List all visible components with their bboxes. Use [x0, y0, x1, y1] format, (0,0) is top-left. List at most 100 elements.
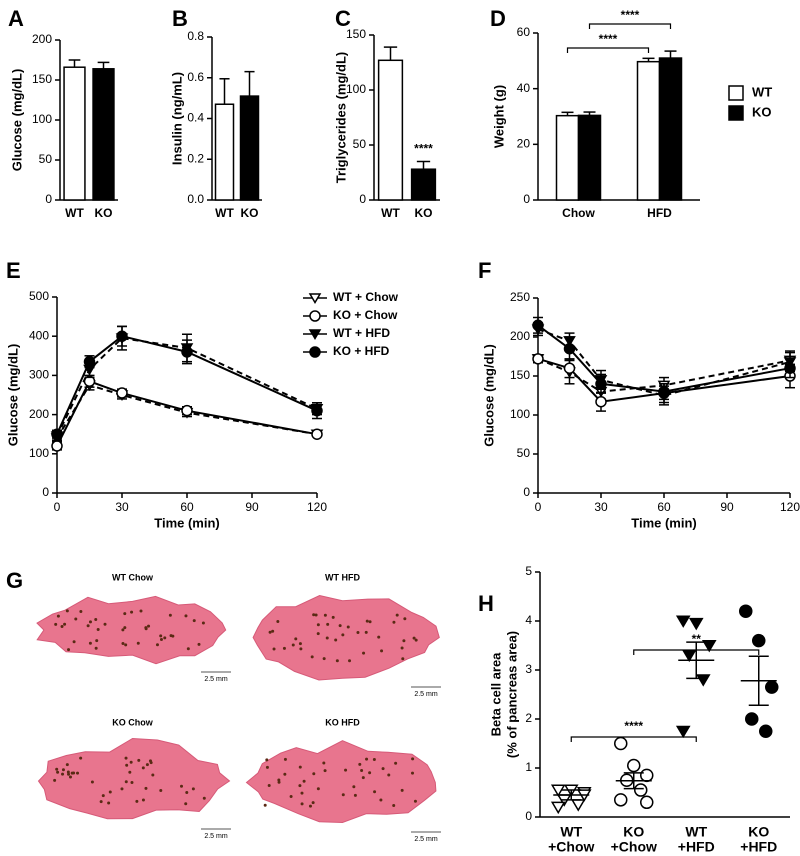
islet-stain — [125, 763, 129, 767]
x-tick-label: 60 — [657, 500, 671, 514]
islet-stain — [148, 759, 152, 763]
islet-stain — [411, 757, 415, 761]
islet-stain — [107, 801, 111, 805]
y-axis-title: Glucose (mg/dL) — [5, 344, 20, 447]
bar — [377, 59, 404, 201]
bar — [239, 95, 260, 201]
islet-stain — [130, 610, 134, 614]
marker — [309, 310, 321, 322]
islet-stain — [124, 643, 128, 647]
scale-label: 2.5 mm — [204, 676, 228, 683]
islet-stain — [335, 659, 339, 663]
image-title: KO HFD — [325, 717, 360, 727]
x-tick-label: 0 — [54, 500, 61, 514]
islet-stain — [403, 617, 407, 621]
islet-stain — [298, 642, 302, 646]
y-tick-label: 0 — [42, 485, 49, 499]
marker — [563, 362, 576, 374]
x-tick-label: KO — [748, 824, 769, 840]
islet-stain — [316, 632, 320, 636]
bar — [214, 103, 235, 201]
islet-stain — [277, 778, 281, 782]
marker — [51, 428, 63, 440]
tissue-section — [245, 740, 437, 824]
marker — [640, 768, 654, 783]
image-title: KO Chow — [112, 717, 153, 727]
islet-stain — [326, 622, 330, 626]
islet-stain — [410, 771, 414, 775]
islet-stain — [267, 784, 271, 788]
islet-stain — [331, 615, 335, 619]
bar — [63, 66, 86, 201]
islet-stain — [263, 803, 267, 807]
islet-stain — [271, 629, 275, 633]
islet-stain — [373, 790, 377, 794]
islet-stain — [361, 776, 365, 780]
marker — [51, 440, 63, 452]
y-axis-title: (% of pancreas area) — [504, 631, 519, 758]
significance-bracket — [588, 23, 672, 29]
islet-stain — [277, 780, 281, 784]
y-tick-label: 50 — [39, 152, 53, 166]
x-tick-label: KO — [623, 824, 644, 840]
islet-stain — [163, 636, 167, 640]
marker — [309, 346, 321, 358]
islet-stain — [159, 789, 163, 793]
marker — [614, 736, 628, 751]
islet-stain — [79, 756, 83, 760]
islet-stain — [99, 800, 103, 804]
islet-stain — [364, 630, 368, 634]
islet-stain — [103, 622, 107, 626]
islet-stain — [56, 614, 60, 618]
tissue-section — [36, 595, 227, 665]
islet-stain — [95, 639, 99, 643]
islet-stain — [168, 613, 172, 617]
legend-swatch — [728, 85, 744, 101]
islet-stain — [283, 772, 287, 776]
marker — [739, 604, 753, 618]
legend-label: KO + HFD — [333, 344, 390, 358]
marker — [759, 724, 773, 738]
y-axis-title: Triglycerides (mg/dL) — [333, 52, 348, 183]
y-tick-label: 200 — [32, 32, 52, 46]
islet-stain — [120, 787, 124, 791]
islet-stain — [197, 642, 201, 646]
islet-stain — [282, 646, 286, 650]
scale-label: 2.5 mm — [414, 691, 438, 698]
islet-stain — [169, 634, 173, 638]
y-tick-label: 400 — [29, 328, 49, 342]
significance-label: **** — [624, 719, 643, 733]
legend-label: KO + Chow — [333, 308, 398, 322]
bar — [410, 168, 437, 201]
significance-label: **** — [599, 32, 618, 46]
marker — [614, 793, 628, 807]
panel-label: D — [490, 6, 506, 31]
marker — [595, 378, 607, 390]
islet-stain — [145, 763, 149, 767]
islet-stain — [179, 784, 183, 788]
islet-stain — [289, 795, 293, 799]
marker — [745, 712, 759, 726]
islet-stain — [302, 779, 306, 783]
islet-stain — [291, 643, 295, 647]
y-tick-label: 60 — [517, 25, 531, 39]
legend-swatch — [728, 105, 744, 121]
islet-stain — [400, 788, 404, 792]
islet-stain — [365, 619, 369, 623]
islet-stain — [348, 659, 352, 663]
islet-stain — [300, 791, 304, 795]
significance-bracket — [633, 649, 760, 655]
islet-stain — [310, 655, 314, 659]
x-tick-label: 90 — [245, 500, 259, 514]
islet-stain — [151, 773, 155, 777]
x-axis-title: Time (min) — [154, 515, 220, 530]
islet-stain — [70, 771, 74, 775]
y-axis-title: Glucose (mg/dL) — [9, 69, 24, 172]
islet-stain — [300, 802, 304, 806]
y-tick-label: 1 — [525, 760, 532, 774]
panel-label: E — [6, 258, 21, 283]
islet-stain — [276, 619, 280, 623]
panel-label: C — [335, 6, 351, 31]
islet-stain — [352, 785, 356, 789]
